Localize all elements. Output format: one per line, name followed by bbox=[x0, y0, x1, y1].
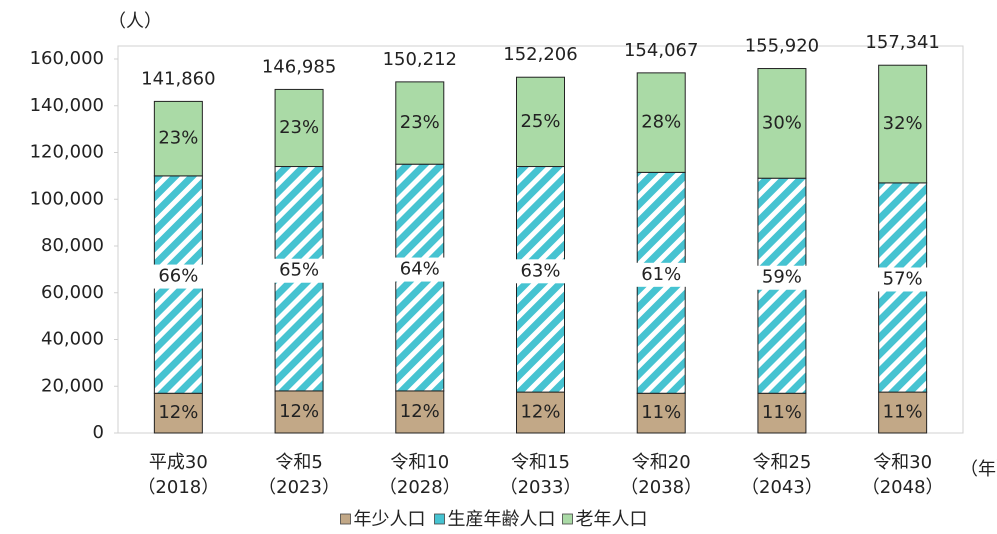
label-background bbox=[389, 257, 450, 282]
bar-segment bbox=[153, 392, 203, 434]
y-tick-label: 60,000 bbox=[41, 282, 104, 303]
bar-segment bbox=[878, 64, 928, 184]
data-label: 65% bbox=[279, 260, 319, 281]
x-tick-label: 平成30 bbox=[149, 452, 208, 473]
x-tick-label: （2018） bbox=[137, 477, 219, 498]
data-label: 64% bbox=[400, 259, 440, 280]
x-tick-label: （2028） bbox=[379, 477, 461, 498]
data-label: 12% bbox=[279, 401, 319, 422]
data-label: 66% bbox=[158, 266, 198, 287]
total-label: 155,920 bbox=[745, 36, 819, 57]
bar-segment bbox=[153, 100, 203, 177]
total-label: 152,206 bbox=[503, 44, 577, 65]
data-label: 11% bbox=[883, 402, 923, 423]
legend-label: 老年人口 bbox=[576, 509, 648, 530]
total-label: 146,985 bbox=[262, 56, 336, 77]
y-tick-label: 100,000 bbox=[30, 188, 104, 209]
bar-segment bbox=[516, 76, 565, 168]
legend-label: 生産年齢人口 bbox=[448, 509, 556, 530]
x-tick-label: （2038） bbox=[620, 477, 702, 498]
data-label: 63% bbox=[520, 260, 560, 281]
x-tick-label: （2048） bbox=[862, 477, 944, 498]
y-tick-label: 40,000 bbox=[41, 329, 104, 350]
total-label: 157,341 bbox=[865, 32, 939, 53]
bar-segment bbox=[636, 392, 686, 434]
legend-swatch bbox=[434, 513, 445, 525]
label-background bbox=[148, 264, 209, 289]
bar-segment bbox=[636, 72, 686, 173]
data-label: 12% bbox=[520, 402, 560, 423]
label-background bbox=[269, 258, 330, 283]
bar-segment bbox=[274, 88, 324, 168]
y-tick-label: 0 bbox=[93, 422, 104, 443]
bar-segment bbox=[395, 390, 445, 434]
data-label: 30% bbox=[762, 112, 802, 133]
bar-segment bbox=[516, 391, 565, 434]
y-tick-label: 80,000 bbox=[41, 235, 104, 256]
data-label: 23% bbox=[279, 117, 319, 138]
data-label: 12% bbox=[158, 402, 198, 423]
label-background bbox=[751, 265, 812, 290]
bar-segment bbox=[757, 392, 807, 434]
x-tick-label: 令和20 bbox=[632, 452, 691, 473]
y-tick-label: 20,000 bbox=[41, 375, 104, 396]
data-label: 57% bbox=[883, 268, 923, 289]
data-label: 23% bbox=[158, 128, 198, 149]
x-unit-label: （年） bbox=[960, 459, 997, 480]
label-background bbox=[510, 259, 571, 284]
bar-segment bbox=[757, 68, 807, 179]
data-label: 23% bbox=[400, 112, 440, 133]
data-label: 61% bbox=[641, 264, 681, 285]
x-tick-label: （2043） bbox=[741, 477, 823, 498]
x-tick-label: 令和15 bbox=[511, 452, 570, 473]
bar-segment bbox=[395, 81, 445, 165]
label-background bbox=[631, 262, 692, 287]
data-label: 11% bbox=[762, 402, 802, 423]
total-label: 141,860 bbox=[141, 68, 215, 89]
y-tick-label: 120,000 bbox=[30, 142, 104, 163]
legend-swatch bbox=[562, 513, 573, 525]
legend-label: 年少人口 bbox=[354, 509, 426, 530]
total-label: 150,212 bbox=[383, 49, 457, 70]
x-tick-label: 令和30 bbox=[873, 452, 932, 473]
y-tick-label: 160,000 bbox=[30, 48, 104, 69]
x-tick-label: （2023） bbox=[258, 477, 340, 498]
data-label: 11% bbox=[641, 402, 681, 423]
x-tick-label: 令和5 bbox=[275, 452, 322, 473]
data-label: 59% bbox=[762, 267, 802, 288]
total-label: 154,067 bbox=[624, 40, 698, 61]
data-label: 32% bbox=[883, 113, 923, 134]
x-tick-label: （2033） bbox=[500, 477, 582, 498]
bar-segment bbox=[878, 391, 928, 434]
y-tick-label: 140,000 bbox=[30, 95, 104, 116]
data-label: 25% bbox=[520, 111, 560, 132]
x-tick-label: 令和10 bbox=[390, 452, 449, 473]
legend-swatch bbox=[340, 513, 351, 525]
y-unit-label: （人） bbox=[108, 11, 162, 32]
data-label: 28% bbox=[641, 112, 681, 133]
x-tick-label: 令和25 bbox=[752, 452, 811, 473]
label-background bbox=[872, 267, 933, 292]
data-label: 12% bbox=[400, 401, 440, 422]
